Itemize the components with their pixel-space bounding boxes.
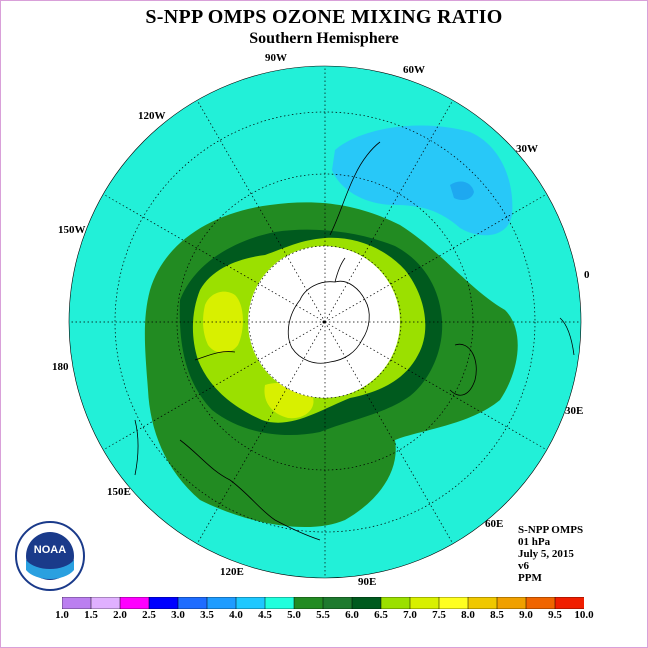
- noaa-logo: NOAA: [15, 521, 85, 591]
- colorbar-tick-label: 9.0: [519, 609, 533, 621]
- colorbar-swatch: [467, 597, 498, 609]
- colorbar-tick-label: 6.0: [345, 609, 359, 621]
- logo-text: NOAA: [34, 544, 66, 556]
- map-border: [68, 65, 582, 579]
- figure-subtitle: Southern Hemisphere: [249, 30, 399, 47]
- colorbar-swatch: [380, 597, 411, 609]
- colorbar-swatch: [62, 597, 92, 609]
- colorbar-swatch: [438, 597, 469, 609]
- colorbar-swatch: [293, 597, 324, 609]
- colorbar-swatch: [409, 597, 440, 609]
- colorbar-tick-label: 1.5: [84, 609, 98, 621]
- colorbar-swatch: [554, 597, 584, 609]
- colorbar-tick-label: 7.0: [403, 609, 417, 621]
- colorbar-swatch: [90, 597, 121, 609]
- antarctica-outline: [287, 257, 370, 364]
- lon-label-0: 0: [584, 269, 590, 281]
- colorbar-tick-label: 8.0: [461, 609, 475, 621]
- lon-label-180: 180: [52, 361, 69, 373]
- lon-label-60w: 60W: [403, 64, 425, 76]
- coastlines: [134, 141, 575, 541]
- colorbar-swatch: [496, 597, 527, 609]
- colorbar-swatch: [119, 597, 150, 609]
- lon-label-30e: 30E: [565, 405, 584, 417]
- colorbar-tick-label: 4.0: [229, 609, 243, 621]
- contour-7-0-west: [203, 291, 243, 353]
- colorbar-swatch: [351, 597, 382, 609]
- colorbar-swatch: [322, 597, 353, 609]
- lon-label-60e: 60E: [485, 518, 504, 530]
- contour-low-blue: [332, 125, 513, 236]
- lon-label-120w: 120W: [138, 110, 166, 122]
- info-level: 01 hPa: [518, 536, 551, 548]
- colorbar-tick-label: 5.5: [316, 609, 330, 621]
- colorbar-tick-label: 4.5: [258, 609, 272, 621]
- colorbar-swatch: [235, 597, 266, 609]
- colorbar-tick-label: 10.0: [574, 609, 594, 621]
- lon-label-150w: 150W: [58, 224, 86, 236]
- lon-label-90w: 90W: [265, 52, 287, 64]
- colorbar-swatch: [206, 597, 237, 609]
- colorbar-swatch: [264, 597, 295, 609]
- contour-low-blue-dark: [450, 181, 474, 200]
- info-date: July 5, 2015: [518, 548, 574, 560]
- graticule: [69, 66, 581, 578]
- colorbar-tick-label: 3.0: [171, 609, 185, 621]
- info-instrument: S-NPP OMPS: [518, 524, 584, 536]
- figure-title: S-NPP OMPS OZONE MIXING RATIO: [145, 6, 503, 28]
- colorbar-swatch: [148, 597, 179, 609]
- colorbar-tick-label: 1.0: [55, 609, 69, 621]
- lon-label-90e: 90E: [358, 576, 377, 588]
- info-units: PPM: [518, 572, 542, 584]
- colorbar-tick-label: 7.5: [432, 609, 446, 621]
- colorbar-tick-label: 8.5: [490, 609, 504, 621]
- colorbar-tick-label: 2.5: [142, 609, 156, 621]
- lon-label-30w: 30W: [516, 143, 538, 155]
- colorbar-tick-label: 5.0: [287, 609, 301, 621]
- colorbar-swatch: [177, 597, 208, 609]
- colorbar-swatch: [525, 597, 556, 609]
- colorbar-tick-label: 9.5: [548, 609, 562, 621]
- lon-label-120e: 120E: [220, 566, 244, 578]
- lon-label-150e: 150E: [107, 486, 131, 498]
- info-version: v6: [518, 560, 529, 572]
- south-pole-marker: [322, 320, 326, 324]
- colorbar: [62, 597, 584, 609]
- colorbar-tick-label: 2.0: [113, 609, 127, 621]
- colorbar-tick-label: 3.5: [200, 609, 214, 621]
- colorbar-tick-label: 6.5: [374, 609, 388, 621]
